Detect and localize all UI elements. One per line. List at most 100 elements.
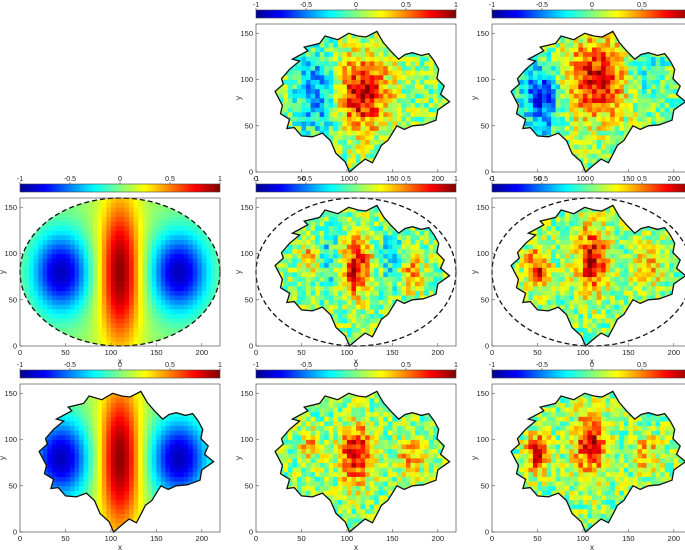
heatmap-cell xyxy=(70,239,75,245)
heatmap-cell xyxy=(124,253,130,259)
heatmap-cell xyxy=(160,272,166,278)
heatmap-cell xyxy=(387,327,393,333)
heatmap-cell xyxy=(410,37,416,43)
heatmap-cell xyxy=(519,102,525,108)
heatmap-cell xyxy=(278,93,284,99)
heatmap-cell xyxy=(24,248,30,254)
heatmap-cell xyxy=(537,31,543,34)
heatmap-cell xyxy=(387,299,393,305)
heatmap-cell xyxy=(419,130,425,136)
heatmap-cell xyxy=(506,70,511,75)
heatmap-cell xyxy=(560,74,566,80)
heatmap-cell xyxy=(637,121,643,127)
heatmap-cell xyxy=(256,332,261,337)
heatmap-cell xyxy=(60,290,66,296)
heatmap-cell xyxy=(201,313,207,319)
heatmap-cell xyxy=(165,230,171,236)
heatmap-cell xyxy=(542,107,547,113)
heatmap-cell xyxy=(410,130,416,136)
heatmap-cell xyxy=(88,313,94,319)
heatmap-cell xyxy=(642,111,647,117)
heatmap-cell xyxy=(446,139,450,145)
heatmap-cell xyxy=(587,61,593,67)
heatmap-cell xyxy=(351,130,357,136)
heatmap-cell xyxy=(442,313,448,319)
heatmap-cell xyxy=(664,130,670,136)
heatmap-cell xyxy=(278,37,284,43)
heatmap-cell xyxy=(424,332,430,338)
heatmap-cell xyxy=(669,135,675,141)
heatmap-cell xyxy=(428,148,434,154)
heatmap-cell xyxy=(497,47,502,52)
heatmap-cell xyxy=(678,107,684,113)
heatmap-cell xyxy=(33,248,39,254)
heatmap-cell xyxy=(270,24,275,29)
heatmap-cell xyxy=(623,65,629,71)
heatmap-cell xyxy=(215,281,220,287)
heatmap-cell xyxy=(38,276,44,282)
heatmap-cell xyxy=(619,107,625,113)
heatmap-cell xyxy=(197,230,203,236)
heatmap-cell xyxy=(437,332,443,338)
heatmap-cell xyxy=(151,239,157,245)
heatmap-cell xyxy=(174,318,180,324)
heatmap-cell xyxy=(646,158,652,164)
heatmap-cell xyxy=(446,65,450,71)
heatmap-cell xyxy=(578,84,584,90)
heatmap-cell xyxy=(351,74,357,80)
heatmap-cell xyxy=(142,327,148,333)
heatmap-cell xyxy=(492,112,497,117)
heatmap-cell xyxy=(519,111,525,117)
heatmap-cell xyxy=(519,148,525,154)
heatmap-cell xyxy=(315,47,321,53)
heatmap-cell xyxy=(83,211,89,217)
heatmap-cell xyxy=(256,56,261,61)
heatmap-cell xyxy=(183,207,189,213)
y-tick-label: 100 xyxy=(4,249,17,258)
heatmap-cell xyxy=(573,111,579,117)
heatmap-cell xyxy=(419,290,425,296)
heatmap-cell xyxy=(106,285,112,291)
heatmap-cell xyxy=(256,300,261,305)
heatmap-cell xyxy=(56,198,62,204)
heatmap-cell xyxy=(301,93,307,99)
heatmap-cell xyxy=(501,144,506,149)
heatmap-cell xyxy=(356,31,361,34)
heatmap-cell xyxy=(306,102,311,108)
heatmap-cell xyxy=(614,125,620,131)
heatmap-cell xyxy=(24,281,30,287)
heatmap-cell xyxy=(129,207,135,213)
heatmap-cell xyxy=(433,285,439,291)
heatmap-cell xyxy=(333,37,339,43)
heatmap-cell xyxy=(278,135,284,141)
heatmap-cell xyxy=(56,216,62,222)
heatmap-cell xyxy=(537,162,543,168)
heatmap-cell xyxy=(433,47,439,53)
heatmap-cell xyxy=(261,163,266,168)
heatmap-cell xyxy=(519,144,525,150)
heatmap-cell xyxy=(115,341,121,346)
heatmap-cell xyxy=(655,139,661,145)
heatmap-cell xyxy=(365,56,371,62)
heatmap-cell xyxy=(47,318,53,324)
heatmap-cell xyxy=(646,56,652,62)
heatmap-cell xyxy=(92,281,98,287)
heatmap-cell xyxy=(396,79,402,85)
heatmap-cell xyxy=(101,225,107,231)
heatmap-cell xyxy=(601,56,607,62)
heatmap-cell xyxy=(523,51,529,57)
heatmap-cell xyxy=(678,139,684,145)
heatmap-cell xyxy=(365,299,371,305)
heatmap-cell xyxy=(514,144,520,150)
heatmap-cell xyxy=(651,61,657,67)
heatmap-cell xyxy=(261,277,266,282)
heatmap-cell xyxy=(582,130,588,136)
heatmap-cell xyxy=(337,135,343,141)
heatmap-cell xyxy=(601,116,607,122)
heatmap-cell xyxy=(79,309,85,315)
heatmap-cell xyxy=(60,221,66,227)
heatmap-cell xyxy=(511,144,516,150)
heatmap-cell xyxy=(433,281,439,287)
heatmap-cell xyxy=(392,88,398,94)
heatmap-cell xyxy=(642,135,647,141)
